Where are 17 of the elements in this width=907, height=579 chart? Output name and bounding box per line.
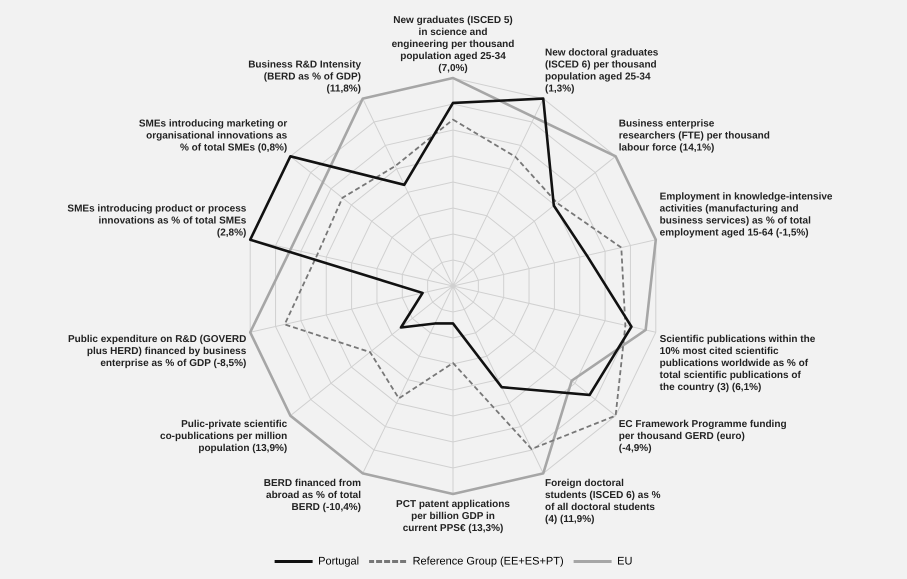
spoke-label: Business enterprise researchers (FTE) per thousand labour force (14,1%)	[618, 118, 770, 154]
spoke-label: Business R&D Intensity (BERD as % of GDP) (11,8%)	[248, 60, 362, 95]
spoke-label: PCT patent applications per billion GDP in current PPS€ (13,3%)	[396, 498, 510, 534]
spoke-label: Employment in knowledge-intensive activities (manufacturing and business services) as % of total employment aged 15-64 (-1,5%)	[660, 192, 833, 239]
legend-label: Portugal	[318, 556, 360, 568]
spoke-label: Scientific publications within the 10% most cited scientific publications worldwide as % of total scientific publications of the country (3) (6,1%)	[660, 334, 816, 393]
spoke-label: Pulic-private scientific co-publications per million population (13,9%)	[160, 418, 288, 454]
spoke-label: New graduates (ISCED 5) in science and engineering per thousand population aged 25-34 (7,0%)	[392, 14, 514, 74]
spoke-label: SMEs introducing product or process innovations as % of total SMEs (2,8%)	[67, 204, 247, 239]
legend-label: EU	[617, 556, 632, 568]
spoke-label: SMEs introducing marketing or organisational innovations as % of total SMEs (0,8%)	[138, 118, 288, 154]
spoke-label: Public expenditure on R&D (GOVERD plus HERD) financed by business enterprise as % of GDP (-8,5%)	[68, 334, 247, 369]
spoke-label: EC Framework Programme funding per thousand GERD (euro) (-4,9%)	[618, 418, 787, 454]
spoke-label: BERD financed from abroad as % of total BERD (-10,4%)	[264, 478, 362, 513]
spoke-label: Foreign doctoral students (ISCED 6) as % of all doctoral students (4) (11,9%)	[544, 478, 661, 525]
legend-label: Reference Group (EE+ES+PT)	[412, 556, 564, 568]
spoke-label: New doctoral graduates (ISCED 6) per thousand population aged 25-34 (1,3%)	[544, 48, 659, 95]
